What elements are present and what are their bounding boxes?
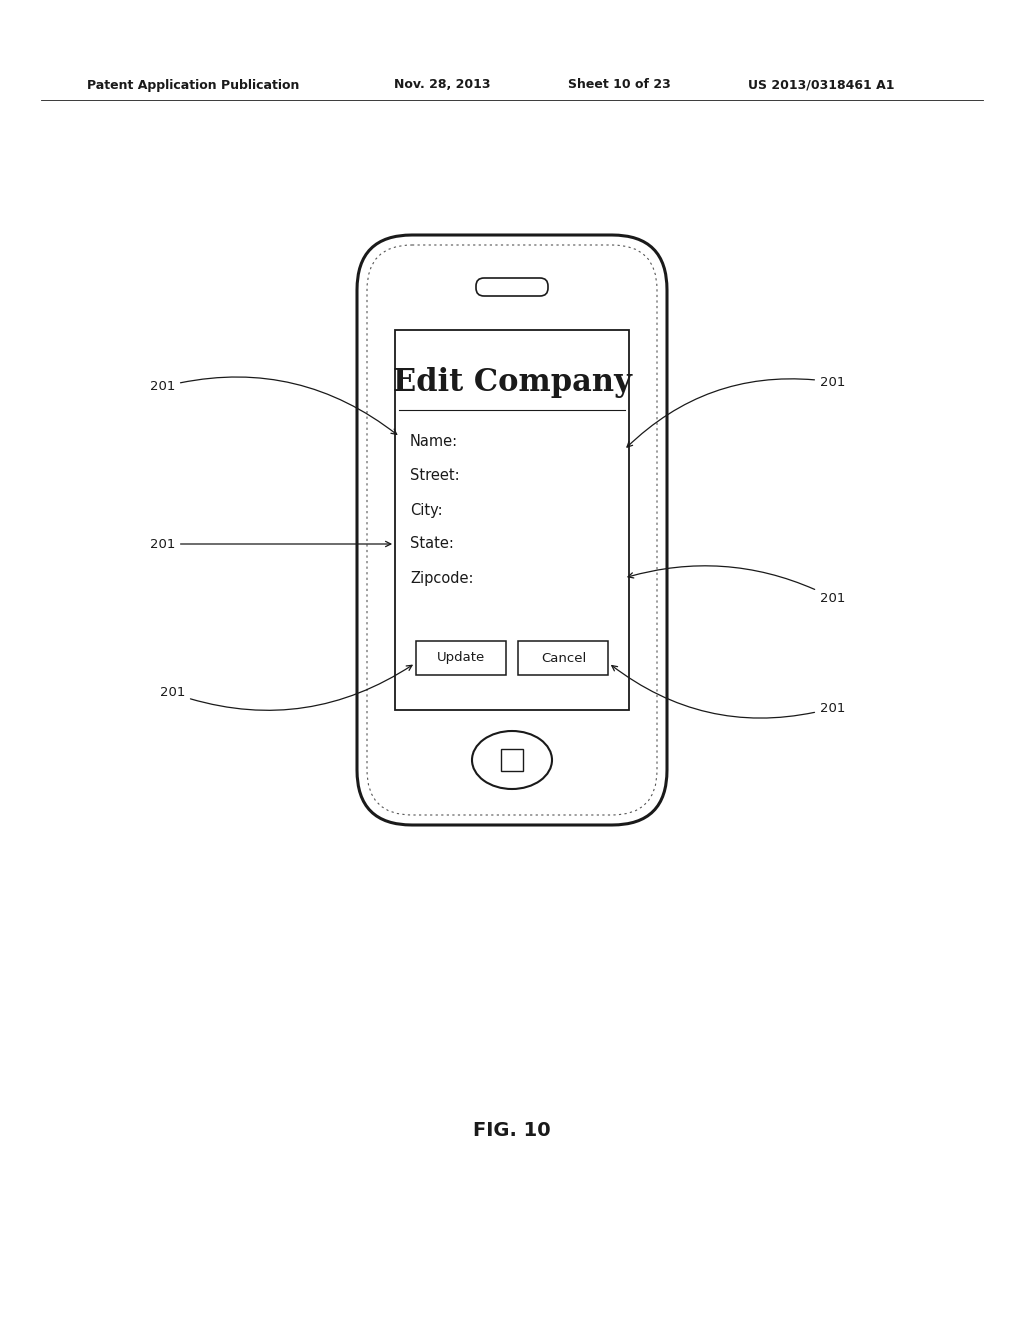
Bar	[395, 330, 629, 710]
Text: 201: 201	[628, 566, 846, 605]
Text: Street:: Street:	[410, 469, 460, 483]
Bar	[518, 642, 608, 675]
Text: Update: Update	[436, 652, 484, 664]
Text: Nov. 28, 2013: Nov. 28, 2013	[394, 78, 490, 91]
Text: US 2013/0318461 A1: US 2013/0318461 A1	[748, 78, 894, 91]
Text: FIG. 10: FIG. 10	[473, 1121, 551, 1139]
Bar	[416, 642, 506, 675]
Text: City:: City:	[410, 503, 442, 517]
Bar	[501, 748, 523, 771]
Text: Patent Application Publication: Patent Application Publication	[87, 78, 299, 91]
Text: Edit Company: Edit Company	[392, 367, 632, 397]
FancyBboxPatch shape	[476, 279, 548, 296]
Text: Name:: Name:	[410, 434, 458, 450]
Ellipse shape	[472, 731, 552, 789]
Text: 201: 201	[150, 378, 396, 434]
Text: 201: 201	[160, 665, 412, 710]
FancyBboxPatch shape	[357, 235, 667, 825]
Text: Cancel: Cancel	[541, 652, 586, 664]
Text: 201: 201	[150, 537, 391, 550]
Text: Zipcode:: Zipcode:	[410, 570, 473, 586]
Text: Sheet 10 of 23: Sheet 10 of 23	[568, 78, 671, 91]
Text: State:: State:	[410, 536, 454, 552]
Text: 201: 201	[627, 375, 846, 447]
Text: 201: 201	[611, 665, 846, 718]
